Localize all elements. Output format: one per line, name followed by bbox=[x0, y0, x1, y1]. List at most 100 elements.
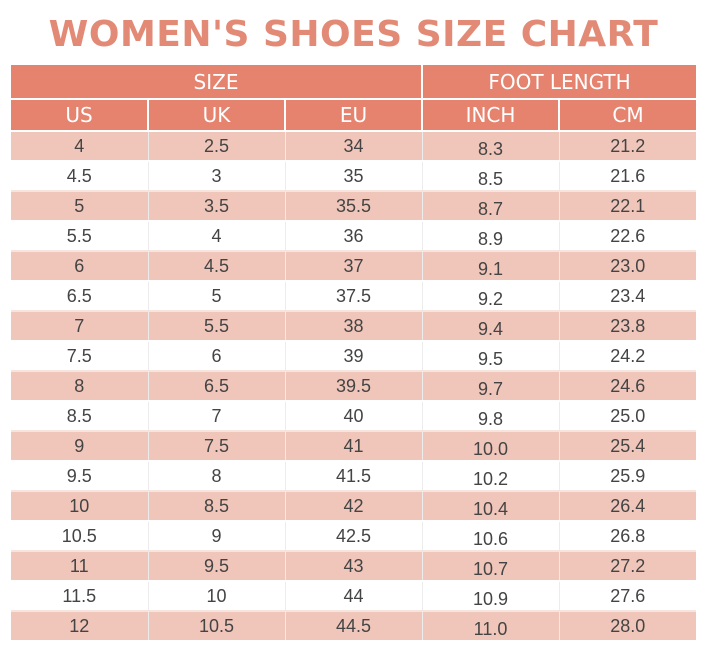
cm-length-cell: 25.0 bbox=[559, 401, 696, 432]
us-size-cell: 4.5 bbox=[11, 161, 149, 192]
cm-length-cell: 21.2 bbox=[559, 131, 696, 162]
cm-length-cell: 26.4 bbox=[559, 491, 696, 522]
uk-size-cell: 5.5 bbox=[148, 311, 286, 342]
eu-size-cell: 39.5 bbox=[285, 371, 423, 402]
inch-length-cell: 10.6 bbox=[422, 521, 560, 552]
eu-size-cell: 34 bbox=[285, 131, 423, 162]
eu-column-header: EU bbox=[285, 99, 423, 132]
inch-length-cell: 10.4 bbox=[422, 491, 560, 522]
table-row: 9 7.5 41 10.0 25.4 bbox=[11, 431, 696, 462]
table-row: 11 9.5 43 10.7 27.2 bbox=[11, 551, 696, 582]
inch-length-cell: 10.2 bbox=[422, 461, 560, 492]
eu-size-cell: 43 bbox=[285, 551, 423, 582]
uk-size-cell: 4.5 bbox=[148, 251, 286, 282]
inch-column-header: INCH bbox=[422, 99, 560, 132]
size-chart-table: SIZE FOOT LENGTH US UK EU INCH CM 4 2.5 34… bbox=[11, 65, 696, 642]
eu-size-cell: 42.5 bbox=[285, 521, 423, 552]
uk-size-cell: 7 bbox=[148, 401, 286, 432]
cm-length-cell: 24.6 bbox=[559, 371, 696, 402]
inch-length-cell: 8.9 bbox=[422, 221, 560, 252]
foot-length-group-header: FOOT LENGTH bbox=[422, 65, 696, 100]
inch-length-cell: 8.3 bbox=[422, 131, 560, 162]
inch-length-cell: 9.2 bbox=[422, 281, 560, 312]
cm-length-cell: 27.2 bbox=[559, 551, 696, 582]
cm-length-cell: 24.2 bbox=[559, 341, 696, 372]
cm-length-cell: 23.0 bbox=[559, 251, 696, 282]
table-row: 9.5 8 41.5 10.2 25.9 bbox=[11, 461, 696, 492]
us-column-header: US bbox=[11, 99, 149, 132]
inch-length-cell: 9.4 bbox=[422, 311, 560, 342]
table-row: 12 10.5 44.5 11.0 28.0 bbox=[11, 611, 696, 642]
eu-size-cell: 37.5 bbox=[285, 281, 423, 312]
size-group-header: SIZE bbox=[11, 65, 423, 100]
table-row: 11.5 10 44 10.9 27.6 bbox=[11, 581, 696, 612]
us-size-cell: 12 bbox=[11, 611, 149, 642]
uk-size-cell: 8.5 bbox=[148, 491, 286, 522]
uk-size-cell: 2.5 bbox=[148, 131, 286, 162]
us-size-cell: 11.5 bbox=[11, 581, 149, 612]
table-row: 8.5 7 40 9.8 25.0 bbox=[11, 401, 696, 432]
uk-size-cell: 9 bbox=[148, 521, 286, 552]
inch-length-cell: 10.0 bbox=[422, 431, 560, 462]
inch-length-cell: 8.5 bbox=[422, 161, 560, 192]
eu-size-cell: 39 bbox=[285, 341, 423, 372]
eu-size-cell: 44 bbox=[285, 581, 423, 612]
cm-length-cell: 27.6 bbox=[559, 581, 696, 612]
us-size-cell: 9 bbox=[11, 431, 149, 462]
table-row: 10 8.5 42 10.4 26.4 bbox=[11, 491, 696, 522]
us-size-cell: 9.5 bbox=[11, 461, 149, 492]
eu-size-cell: 44.5 bbox=[285, 611, 423, 642]
uk-size-cell: 6.5 bbox=[148, 371, 286, 402]
table-row: 4 2.5 34 8.3 21.2 bbox=[11, 131, 696, 162]
us-size-cell: 11 bbox=[11, 551, 149, 582]
eu-size-cell: 41.5 bbox=[285, 461, 423, 492]
uk-size-cell: 3 bbox=[148, 161, 286, 192]
us-size-cell: 5.5 bbox=[11, 221, 149, 252]
uk-size-cell: 8 bbox=[148, 461, 286, 492]
table-row: 6 4.5 37 9.1 23.0 bbox=[11, 251, 696, 282]
size-rows: 4 2.5 34 8.3 21.2 4.5 3 35 8.5 21.6 5 3.5 35.5 8.7 22.… bbox=[11, 131, 696, 642]
column-header-row: US UK EU INCH CM bbox=[11, 99, 696, 132]
uk-size-cell: 10 bbox=[148, 581, 286, 612]
inch-length-cell: 9.5 bbox=[422, 341, 560, 372]
cm-length-cell: 23.4 bbox=[559, 281, 696, 312]
uk-size-cell: 5 bbox=[148, 281, 286, 312]
eu-size-cell: 42 bbox=[285, 491, 423, 522]
cm-length-cell: 22.1 bbox=[559, 191, 696, 222]
cm-length-cell: 26.8 bbox=[559, 521, 696, 552]
chart-title: WOMEN'S SHOES SIZE CHART bbox=[48, 14, 659, 55]
cm-length-cell: 25.4 bbox=[559, 431, 696, 462]
uk-size-cell: 4 bbox=[148, 221, 286, 252]
us-size-cell: 10 bbox=[11, 491, 149, 522]
table-row: 5 3.5 35.5 8.7 22.1 bbox=[11, 191, 696, 222]
cm-length-cell: 25.9 bbox=[559, 461, 696, 492]
uk-column-header: UK bbox=[148, 99, 286, 132]
inch-length-cell: 11.0 bbox=[422, 611, 560, 642]
cm-length-cell: 28.0 bbox=[559, 611, 696, 642]
cm-length-cell: 23.8 bbox=[559, 311, 696, 342]
cm-length-cell: 22.6 bbox=[559, 221, 696, 252]
inch-length-cell: 9.8 bbox=[422, 401, 560, 432]
table-row: 5.5 4 36 8.9 22.6 bbox=[11, 221, 696, 252]
uk-size-cell: 3.5 bbox=[148, 191, 286, 222]
group-header-row: SIZE FOOT LENGTH bbox=[11, 65, 696, 100]
us-size-cell: 8 bbox=[11, 371, 149, 402]
us-size-cell: 7 bbox=[11, 311, 149, 342]
us-size-cell: 10.5 bbox=[11, 521, 149, 552]
us-size-cell: 6.5 bbox=[11, 281, 149, 312]
us-size-cell: 8.5 bbox=[11, 401, 149, 432]
table-row: 7.5 6 39 9.5 24.2 bbox=[11, 341, 696, 372]
eu-size-cell: 41 bbox=[285, 431, 423, 462]
eu-size-cell: 36 bbox=[285, 221, 423, 252]
eu-size-cell: 38 bbox=[285, 311, 423, 342]
inch-length-cell: 9.1 bbox=[422, 251, 560, 282]
inch-length-cell: 10.9 bbox=[422, 581, 560, 612]
us-size-cell: 4 bbox=[11, 131, 149, 162]
us-size-cell: 5 bbox=[11, 191, 149, 222]
table-row: 6.5 5 37.5 9.2 23.4 bbox=[11, 281, 696, 312]
us-size-cell: 6 bbox=[11, 251, 149, 282]
eu-size-cell: 35 bbox=[285, 161, 423, 192]
eu-size-cell: 35.5 bbox=[285, 191, 423, 222]
inch-length-cell: 8.7 bbox=[422, 191, 560, 222]
cm-column-header: CM bbox=[559, 99, 696, 132]
